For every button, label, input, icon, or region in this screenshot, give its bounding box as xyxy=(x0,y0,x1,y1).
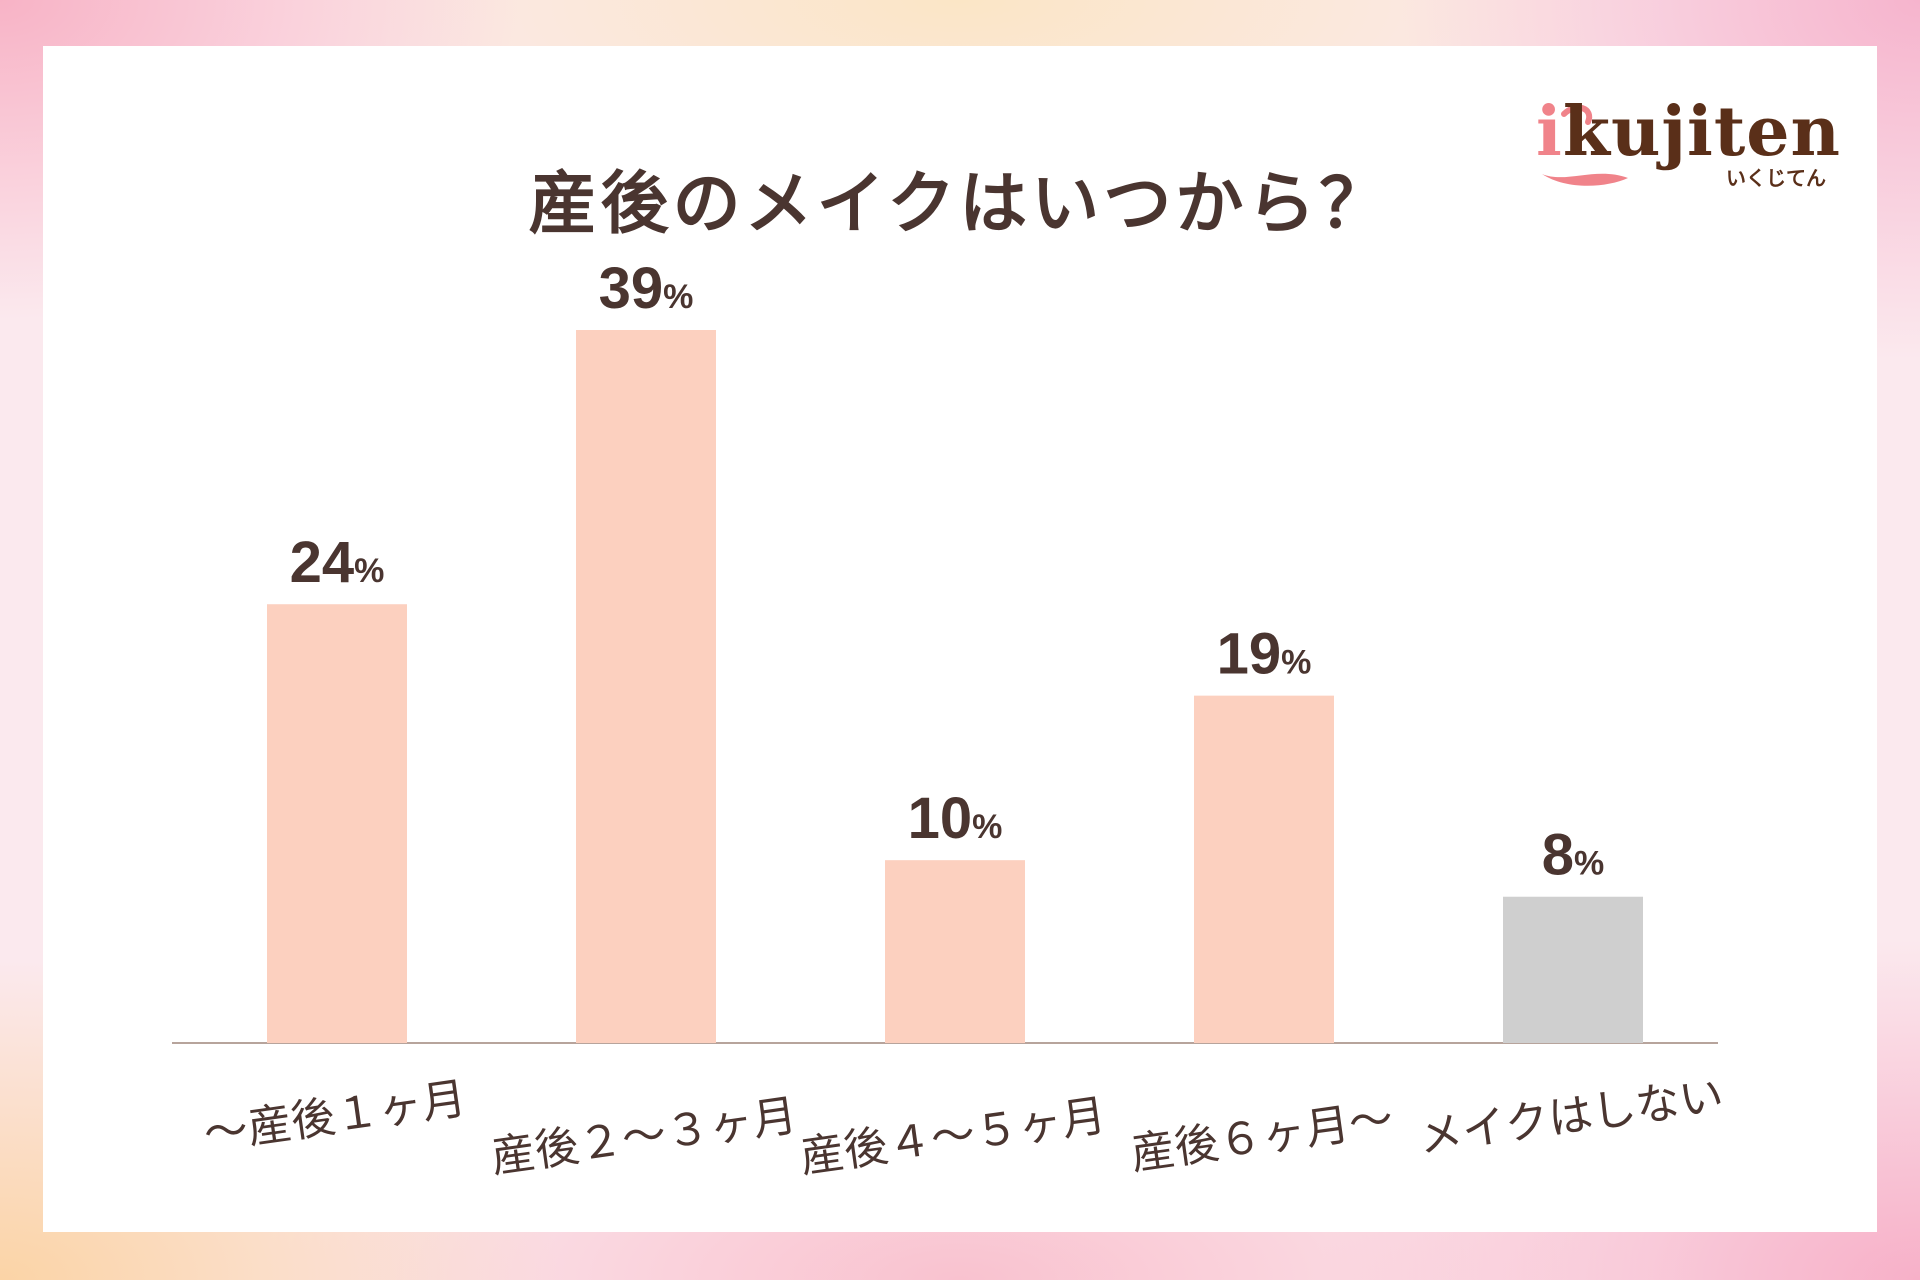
value-label-5: 8% xyxy=(1542,823,1605,888)
category-label-4: 産後６ヶ月〜 xyxy=(1128,1093,1397,1180)
category-label-2: 産後２〜３ヶ月 xyxy=(488,1090,800,1183)
ikujiten-logo: ikujiten いくじてん xyxy=(1536,92,1840,202)
category-label-1: 〜産後１ヶ月 xyxy=(201,1073,470,1160)
bar-4 xyxy=(1194,695,1334,1043)
value-label-2: 39% xyxy=(599,256,694,321)
bar-1 xyxy=(267,604,407,1043)
category-label-3: 産後４〜５ヶ月 xyxy=(797,1090,1109,1183)
value-label-1: 24% xyxy=(290,530,385,595)
value-label-4: 19% xyxy=(1217,622,1312,687)
logo-kana: いくじてん xyxy=(1726,166,1826,190)
logo-wordmark: ikujiten xyxy=(1536,92,1841,172)
category-label-5: メイクはしない xyxy=(1415,1070,1726,1163)
chart-title: 産後のメイクはいつから？ xyxy=(528,164,1392,244)
logo-initial: i xyxy=(1536,92,1563,172)
logo-rest: kujiten xyxy=(1562,92,1841,172)
value-label-3: 10% xyxy=(908,786,1003,851)
bar-5 xyxy=(1503,896,1643,1043)
bar-3 xyxy=(885,860,1025,1043)
logo-swoosh-icon xyxy=(1542,104,1628,186)
bar-2 xyxy=(576,330,716,1043)
